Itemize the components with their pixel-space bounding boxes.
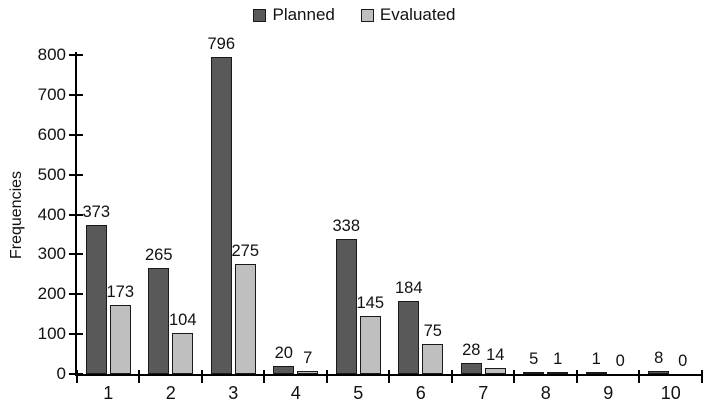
bar-planned-3	[210, 57, 232, 374]
bar-group-7: 28 14	[452, 55, 515, 374]
x-tick-mark	[138, 370, 140, 383]
bar-group-3: 796 275	[202, 35, 265, 374]
bar-value-label-planned-10: 8	[654, 349, 664, 367]
bar-value-label-evaluated-5: 145	[356, 294, 385, 312]
y-tick-label: 200	[37, 284, 66, 304]
bar-evaluated-5	[359, 316, 381, 374]
bar-evaluated-3	[234, 264, 256, 374]
bar-value-label-planned-6: 184	[394, 279, 423, 297]
x-tick-mark	[388, 370, 390, 383]
y-tick-mark	[69, 213, 83, 216]
bar-value-label-planned-8: 5	[529, 350, 539, 368]
bar-evaluated-8	[547, 372, 569, 374]
y-tick-label: 800	[37, 45, 66, 64]
y-tick-label: 300	[37, 244, 66, 264]
y-tick-mark	[69, 173, 83, 176]
x-tick-mark	[263, 370, 265, 383]
bar-planned-10	[648, 371, 670, 374]
bar-value-label-evaluated-7: 14	[486, 346, 505, 364]
x-tick-mark	[325, 370, 328, 383]
legend-item-planned: Planned	[253, 5, 335, 25]
bar-value-label-planned-2: 265	[144, 246, 173, 264]
bar-planned-6	[398, 301, 420, 374]
y-tick-mark	[69, 333, 83, 336]
x-tick-mark	[200, 370, 203, 383]
bar-value-label-planned-9: 1	[591, 350, 601, 368]
x-category-label-1: 1	[103, 383, 114, 403]
bar-value-label-evaluated-10: 0	[678, 352, 688, 370]
x-tick-mark	[575, 370, 578, 383]
x-category-label-2: 2	[165, 383, 176, 403]
legend-item-evaluated: Evaluated	[360, 5, 456, 25]
bar-planned-7	[460, 363, 482, 374]
x-category-label-3: 3	[228, 383, 239, 403]
x-tick-mark	[450, 370, 453, 383]
x-tick-mark	[700, 370, 703, 383]
bar-group-6: 184 75	[390, 55, 453, 374]
bar-value-label-planned-3: 796	[207, 35, 236, 53]
y-tick-label: 500	[37, 164, 66, 184]
x-category-label-7: 7	[478, 383, 489, 403]
bar-group-4: 20 7	[265, 55, 328, 374]
x-tick-mark	[513, 370, 515, 383]
y-tick-label: 400	[37, 204, 66, 224]
legend-swatch-evaluated	[360, 8, 374, 22]
x-category-label-10: 10	[660, 383, 681, 403]
bar-value-label-evaluated-1: 173	[106, 283, 135, 301]
plot-area: 373 173 265 104 796 275 20 7 338 145 184 75 28 14 5 1 1 0…	[77, 35, 703, 374]
y-axis-tick-labels: 0 100 200 300 400 500 600 700 800	[0, 45, 66, 383]
bar-value-label-evaluated-4: 7	[303, 349, 313, 367]
y-tick-label: 0	[56, 364, 66, 383]
legend-label: Planned	[272, 5, 335, 24]
bar-planned-5	[335, 239, 357, 374]
bar-planned-4	[273, 366, 295, 374]
y-tick-mark	[69, 54, 83, 56]
bar-value-label-planned-7: 28	[462, 341, 481, 359]
x-category-label-5: 5	[353, 383, 364, 403]
bar-evaluated-4	[297, 371, 319, 374]
bar-group-1: 373 173	[77, 55, 140, 374]
bar-evaluated-2	[172, 333, 194, 374]
bar-planned-1	[85, 225, 107, 374]
y-tick-label: 600	[37, 124, 66, 144]
y-tick-label: 700	[37, 84, 66, 104]
bar-value-label-evaluated-2: 104	[168, 311, 197, 329]
bar-evaluated-7	[484, 368, 506, 374]
y-tick-mark	[69, 133, 83, 136]
chart-legend: Planned Evaluated	[0, 3, 709, 27]
bar-value-label-planned-1: 373	[82, 203, 111, 221]
bar-planned-9	[585, 372, 607, 374]
legend-swatch-planned	[253, 8, 267, 22]
bar-value-label-planned-4: 20	[274, 344, 293, 362]
y-tick-mark	[69, 293, 83, 296]
bar-group-5: 338 145	[327, 55, 390, 374]
y-tick-mark	[69, 93, 83, 96]
bar-planned-2	[148, 268, 170, 374]
bar-group-2: 265 104	[140, 55, 203, 374]
x-category-label-8: 8	[540, 383, 551, 403]
y-tick-mark	[69, 253, 83, 256]
bar-evaluated-1	[109, 305, 131, 374]
bar-value-label-evaluated-8: 1	[553, 350, 563, 368]
x-axis-category-labels: 1 2 3 4 5 6 7 8 9 10	[77, 381, 702, 407]
x-category-label-9: 9	[603, 383, 614, 403]
x-tick-mark	[638, 370, 640, 383]
y-tick-label: 100	[37, 324, 66, 344]
bar-value-label-evaluated-9: 0	[615, 352, 625, 370]
x-category-label-6: 6	[415, 383, 426, 403]
bar-evaluated-6	[422, 344, 444, 374]
bar-value-label-evaluated-6: 75	[423, 322, 442, 340]
x-tick-mark	[75, 370, 78, 383]
bar-value-label-planned-5: 338	[332, 217, 361, 235]
legend-label: Evaluated	[379, 5, 456, 24]
bar-planned-8	[523, 372, 545, 374]
x-category-label-4: 4	[290, 383, 301, 403]
bar-value-label-evaluated-3: 275	[231, 242, 260, 260]
